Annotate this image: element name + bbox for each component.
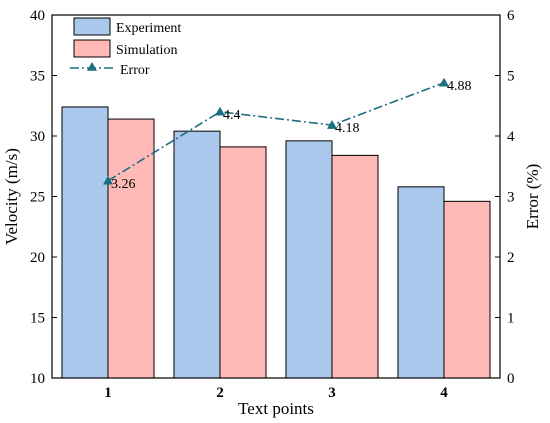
right-axis: 0 1 2 3 4 5 6 (495, 8, 515, 387)
error-line-layer: 3.26 4.4 4.18 4.88 (103, 77, 472, 192)
left-tick-label: 20 (30, 250, 45, 266)
legend-swatch-simulation (73, 39, 111, 58)
legend-marker-error (87, 62, 97, 71)
x-axis-title: Text points (238, 399, 314, 418)
error-marker-4 (439, 77, 449, 87)
bar-experiment-1 (61, 106, 109, 379)
legend-label-error: Error (120, 63, 150, 78)
left-tick-label: 15 (30, 311, 45, 327)
right-tick-label: 1 (507, 311, 515, 327)
right-tick-label: 4 (507, 129, 515, 145)
legend-label-experiment: Experiment (116, 21, 181, 36)
right-tick-label: 5 (507, 69, 515, 85)
bar-simulation-3 (331, 154, 379, 379)
error-line (107, 82, 445, 182)
bar-experiment-3 (285, 140, 333, 379)
bars-layer (61, 106, 491, 379)
legend: Experiment Simulation Error (70, 17, 181, 78)
error-data-label-2: 4.4 (223, 108, 241, 123)
error-marker-2 (215, 106, 225, 116)
left-tick-label: 35 (30, 69, 45, 85)
x-axis: 1 2 3 4 (104, 373, 448, 401)
left-tick-label: 30 (30, 129, 45, 145)
error-data-label-1: 3.26 (111, 177, 136, 192)
left-tick-label: 25 (30, 190, 45, 206)
legend-label-simulation: Simulation (116, 43, 177, 58)
right-tick-label: 3 (507, 190, 515, 206)
bar-experiment-4 (397, 186, 445, 379)
y-axis-title: Velocity (m/s) (2, 148, 21, 245)
bar-experiment-2 (173, 130, 221, 379)
x-tick-label: 1 (104, 385, 112, 401)
left-tick-label: 40 (30, 8, 45, 24)
bar-simulation-1 (107, 118, 155, 379)
bar-simulation-4 (443, 200, 491, 379)
left-tick-label: 10 (30, 371, 45, 387)
y-axis-right-title: Error (%) (523, 164, 542, 230)
x-tick-label: 3 (328, 385, 336, 401)
right-tick-label: 0 (507, 371, 515, 387)
left-axis: 10 15 20 25 30 35 40 (30, 8, 57, 387)
x-tick-label: 4 (440, 385, 448, 401)
right-tick-label: 2 (507, 250, 515, 266)
bar-simulation-2 (219, 146, 267, 379)
error-marker-1 (103, 175, 113, 185)
x-tick-label: 2 (216, 385, 224, 401)
right-tick-label: 6 (507, 8, 515, 24)
error-marker-3 (327, 120, 337, 129)
legend-swatch-experiment (73, 17, 111, 36)
error-data-label-3: 4.18 (335, 121, 360, 136)
error-data-label-4: 4.88 (447, 79, 472, 94)
